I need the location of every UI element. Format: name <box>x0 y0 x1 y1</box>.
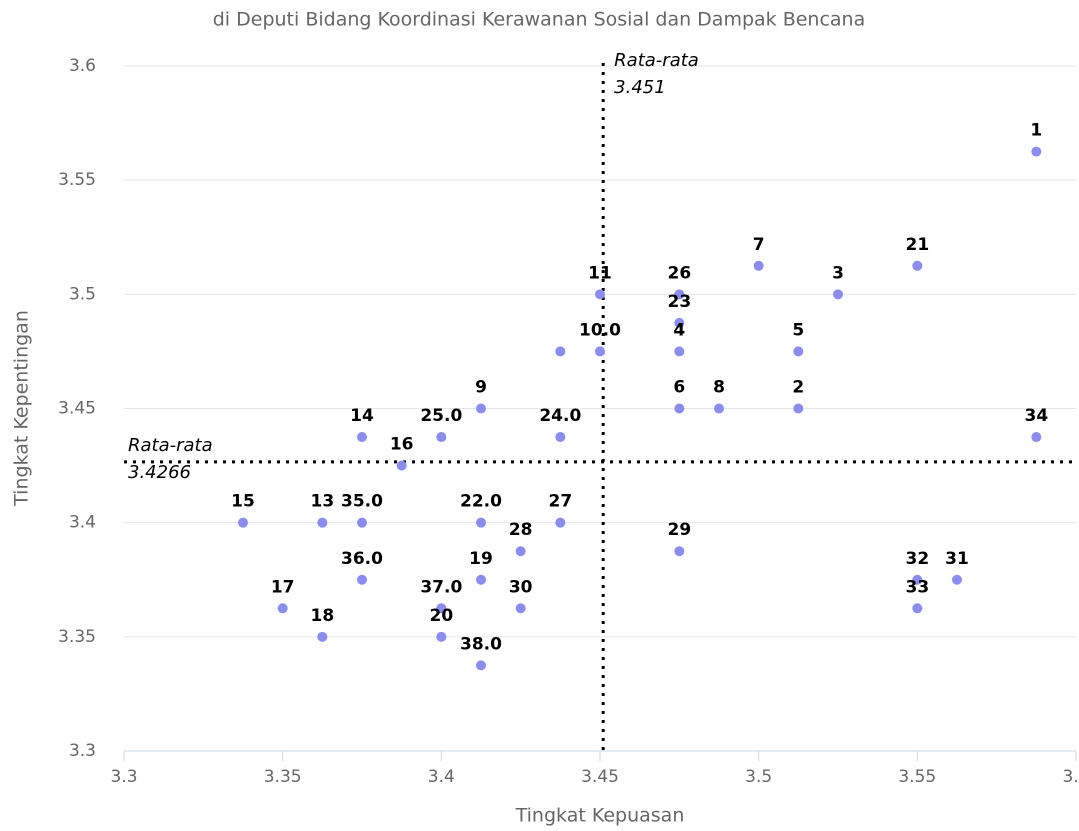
point <box>476 660 486 671</box>
x-tick-label: 3.6 <box>1062 767 1079 787</box>
point <box>793 403 804 414</box>
data-label: 38.0 <box>460 634 502 654</box>
x-axis-label: Tingkat Kepuasan <box>515 805 685 827</box>
reference-label: Rata-rata <box>614 50 699 71</box>
data-label: 29 <box>667 520 691 540</box>
data-label: 20 <box>429 606 453 626</box>
y-tick-label: 3.45 <box>58 399 96 419</box>
data-label: 30 <box>509 577 533 597</box>
y-tick-label: 3.3 <box>69 741 96 761</box>
data-label: 36.0 <box>341 549 383 569</box>
point <box>238 517 248 528</box>
data-label: 5 <box>792 320 804 340</box>
point <box>396 460 407 471</box>
data-label: 1 <box>1030 121 1042 141</box>
point <box>714 403 724 414</box>
x-tick-label: 3.55 <box>898 767 936 787</box>
point <box>1031 432 1042 443</box>
data-label: 7 <box>753 235 765 255</box>
point <box>674 289 685 300</box>
y-tick-label: 3.5 <box>69 284 96 304</box>
point <box>595 346 605 357</box>
data-label: 19 <box>469 549 493 569</box>
y-tick-label: 3.4 <box>69 513 96 533</box>
data-label: 25.0 <box>420 406 462 426</box>
data-label: 15 <box>231 492 255 512</box>
chart-subtitle: di Deputi Bidang Koordinasi Kerawanan So… <box>213 9 866 31</box>
data-label: 23 <box>667 292 691 312</box>
data-label: 24.0 <box>539 406 581 426</box>
y-tick-label: 3.6 <box>69 56 96 76</box>
point <box>555 346 566 357</box>
point <box>317 517 328 528</box>
data-label: 9 <box>475 378 487 398</box>
y-tick-label: 3.35 <box>58 627 96 647</box>
point <box>436 603 447 614</box>
point <box>436 432 447 443</box>
point <box>476 403 486 414</box>
point <box>753 260 764 271</box>
point <box>912 574 923 585</box>
point <box>357 517 367 528</box>
data-label: 3 <box>832 263 844 283</box>
data-label: 4 <box>673 320 685 340</box>
data-label: 22.0 <box>460 492 502 512</box>
point <box>555 432 566 443</box>
data-label: 32 <box>905 549 929 569</box>
point <box>674 346 685 357</box>
data-label: 27 <box>548 492 572 512</box>
y-tick-label: 3.55 <box>58 170 96 190</box>
x-tick-label: 3.45 <box>581 767 619 787</box>
point <box>674 317 685 328</box>
point <box>912 260 923 271</box>
point <box>436 631 447 642</box>
reference-value: 3.4266 <box>128 462 191 483</box>
point <box>793 346 804 357</box>
point <box>357 574 367 585</box>
data-label: 10.0 <box>579 320 621 340</box>
reference-label: Rata-rata <box>128 435 213 456</box>
data-label: 28 <box>509 520 533 540</box>
point <box>555 517 566 528</box>
x-tick-label: 3.3 <box>110 767 137 787</box>
y-axis-label: Tingkat Kepentingan <box>11 310 33 507</box>
point <box>357 432 367 443</box>
data-label: 21 <box>905 235 929 255</box>
data-label: 11 <box>588 263 612 283</box>
point <box>277 603 288 614</box>
point <box>833 289 843 300</box>
point <box>515 546 526 557</box>
data-label: 34 <box>1024 406 1048 426</box>
data-label: 2 <box>792 378 804 398</box>
data-label: 33 <box>905 577 929 597</box>
point <box>952 574 962 585</box>
data-label: 6 <box>673 378 685 398</box>
data-label: 14 <box>350 406 374 426</box>
data-label: 8 <box>713 378 725 398</box>
data-label: 18 <box>310 606 334 626</box>
point <box>476 574 486 585</box>
point <box>674 546 685 557</box>
point <box>317 631 328 642</box>
point <box>476 517 486 528</box>
reference-value: 3.451 <box>614 77 666 98</box>
data-label: 17 <box>271 577 295 597</box>
point <box>515 603 526 614</box>
point <box>1031 146 1042 157</box>
data-label: 37.0 <box>420 577 462 597</box>
point <box>595 289 605 300</box>
x-tick-label: 3.5 <box>745 767 772 787</box>
data-label: 31 <box>945 549 969 569</box>
point <box>912 603 923 614</box>
x-tick-label: 3.4 <box>428 767 455 787</box>
data-label: 26 <box>667 263 691 283</box>
data-label: 13 <box>310 492 334 512</box>
data-label: 35.0 <box>341 492 383 512</box>
data-label: 16 <box>390 435 414 455</box>
point <box>674 403 685 414</box>
x-tick-label: 3.35 <box>264 767 302 787</box>
